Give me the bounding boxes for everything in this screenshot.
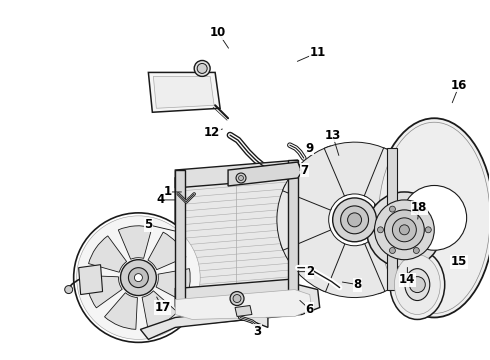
Text: 3: 3 [253, 325, 261, 338]
Circle shape [392, 218, 416, 242]
Circle shape [194, 60, 210, 76]
Wedge shape [118, 226, 152, 259]
Wedge shape [89, 236, 126, 272]
Text: 1: 1 [163, 185, 172, 198]
Polygon shape [153, 76, 214, 108]
Text: 9: 9 [306, 141, 314, 155]
Wedge shape [283, 146, 346, 210]
Polygon shape [228, 162, 302, 186]
Wedge shape [324, 142, 390, 197]
Circle shape [230, 292, 244, 306]
Polygon shape [182, 175, 290, 293]
Wedge shape [364, 148, 428, 212]
Circle shape [385, 210, 424, 250]
Text: 7: 7 [301, 163, 309, 176]
Circle shape [134, 274, 143, 282]
Polygon shape [175, 289, 312, 319]
Wedge shape [378, 189, 432, 255]
Ellipse shape [405, 269, 430, 301]
Wedge shape [104, 293, 137, 329]
Ellipse shape [378, 122, 490, 314]
Circle shape [367, 192, 442, 268]
Circle shape [128, 268, 148, 288]
Circle shape [347, 213, 362, 227]
Circle shape [374, 200, 434, 260]
Wedge shape [142, 291, 177, 329]
Circle shape [425, 227, 431, 233]
Circle shape [121, 260, 156, 296]
Wedge shape [156, 269, 190, 302]
Circle shape [76, 216, 200, 339]
Ellipse shape [394, 255, 440, 315]
Circle shape [65, 285, 73, 293]
Circle shape [236, 173, 246, 183]
Polygon shape [175, 160, 298, 188]
Polygon shape [141, 310, 268, 339]
Text: 4: 4 [156, 193, 165, 206]
Ellipse shape [374, 118, 490, 318]
Polygon shape [175, 279, 298, 306]
Circle shape [390, 206, 395, 212]
Text: 18: 18 [411, 201, 427, 215]
Circle shape [341, 206, 368, 234]
Text: 15: 15 [451, 255, 467, 268]
Wedge shape [281, 228, 345, 292]
Circle shape [377, 227, 384, 233]
Polygon shape [148, 72, 220, 112]
Ellipse shape [402, 185, 466, 250]
Circle shape [197, 63, 207, 73]
Wedge shape [148, 232, 186, 270]
Circle shape [409, 276, 425, 293]
Text: 16: 16 [451, 79, 467, 92]
Text: 17: 17 [154, 301, 171, 314]
Polygon shape [78, 265, 102, 294]
Text: 10: 10 [210, 26, 226, 39]
Polygon shape [235, 306, 252, 316]
Circle shape [414, 206, 419, 212]
Circle shape [414, 248, 419, 253]
Polygon shape [168, 285, 319, 324]
Circle shape [390, 248, 395, 253]
Circle shape [233, 294, 241, 302]
Wedge shape [87, 275, 122, 308]
Wedge shape [319, 243, 385, 298]
Circle shape [74, 213, 203, 342]
Text: 12: 12 [204, 126, 220, 139]
Text: 14: 14 [399, 273, 416, 286]
Polygon shape [388, 148, 397, 289]
Ellipse shape [390, 250, 445, 319]
Text: 5: 5 [144, 218, 152, 231]
Circle shape [333, 198, 376, 242]
Polygon shape [175, 170, 185, 306]
Circle shape [399, 225, 409, 235]
Wedge shape [363, 230, 427, 294]
Polygon shape [175, 168, 298, 300]
Text: 6: 6 [306, 303, 314, 316]
Circle shape [239, 176, 244, 180]
Text: 8: 8 [353, 278, 362, 291]
Polygon shape [288, 160, 298, 297]
Text: 2: 2 [306, 265, 314, 278]
Wedge shape [277, 185, 332, 250]
Text: 13: 13 [324, 129, 341, 142]
Text: 11: 11 [310, 46, 326, 59]
